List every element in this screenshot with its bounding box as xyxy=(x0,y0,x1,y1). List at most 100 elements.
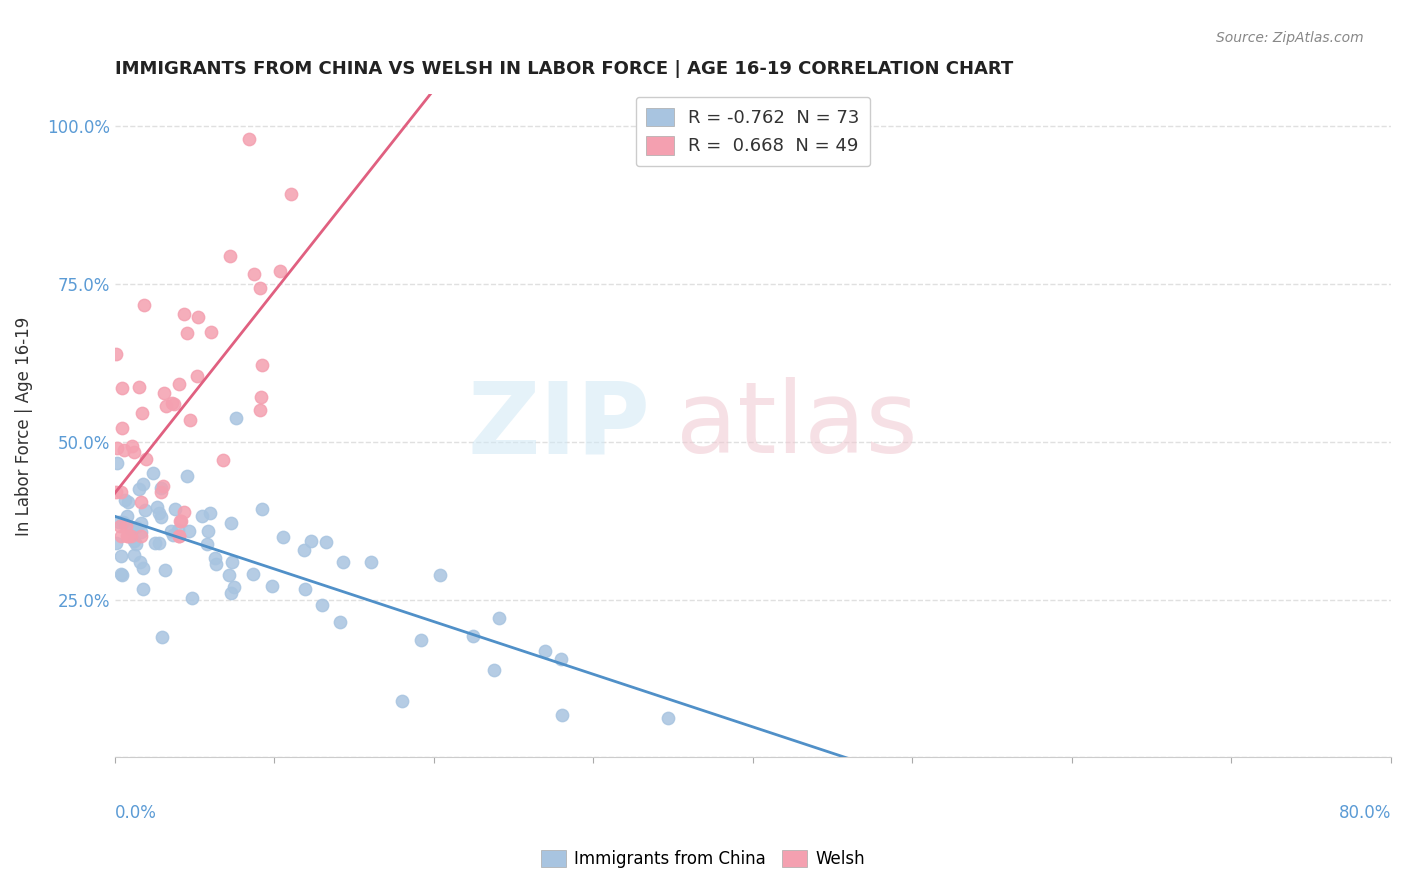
Point xyxy=(169,515,191,529)
Point xyxy=(110,549,132,564)
Text: 80.0%: 80.0% xyxy=(1339,804,1391,822)
Point xyxy=(152,386,174,401)
Point xyxy=(150,510,173,524)
Point xyxy=(160,524,183,539)
Point xyxy=(107,442,129,456)
Text: ZIP: ZIP xyxy=(468,377,651,475)
Point xyxy=(131,582,153,597)
Point xyxy=(225,410,247,425)
Point xyxy=(122,548,145,562)
Text: atlas: atlas xyxy=(676,377,918,475)
Point xyxy=(218,249,240,263)
Point xyxy=(115,529,138,543)
Point xyxy=(181,591,204,605)
Point xyxy=(170,514,193,528)
Point xyxy=(142,466,165,480)
Point xyxy=(131,494,153,508)
Point xyxy=(204,551,226,566)
Point xyxy=(110,485,132,500)
Point xyxy=(429,568,451,582)
Point xyxy=(110,421,132,435)
Point xyxy=(128,482,150,496)
Point xyxy=(294,582,316,596)
Text: Source: ZipAtlas.com: Source: ZipAtlas.com xyxy=(1216,31,1364,45)
Point xyxy=(115,508,138,523)
Point xyxy=(179,413,201,427)
Point xyxy=(219,585,242,599)
Text: 0.0%: 0.0% xyxy=(115,804,156,822)
Point xyxy=(243,267,266,281)
Point xyxy=(191,508,214,523)
Point xyxy=(110,566,132,581)
Point xyxy=(187,310,209,325)
Point xyxy=(224,581,246,595)
Point xyxy=(155,399,177,413)
Point xyxy=(249,402,271,417)
Point xyxy=(152,630,174,644)
Point xyxy=(110,529,132,543)
Point xyxy=(212,453,235,467)
Point xyxy=(129,524,152,539)
Point xyxy=(221,555,243,569)
Point xyxy=(176,469,198,483)
Point xyxy=(550,652,572,666)
Point xyxy=(250,502,273,516)
Point xyxy=(292,542,315,557)
Point xyxy=(311,599,333,613)
Point xyxy=(197,524,219,539)
Point xyxy=(488,611,510,625)
Point xyxy=(114,493,136,508)
Point xyxy=(173,307,195,321)
Point xyxy=(166,523,188,537)
Point xyxy=(105,535,128,549)
Point xyxy=(105,347,128,361)
Point xyxy=(125,537,148,551)
Point xyxy=(162,527,184,541)
Point xyxy=(163,502,186,516)
Point xyxy=(129,516,152,530)
Point xyxy=(117,495,139,509)
Point xyxy=(122,445,145,459)
Point xyxy=(129,529,152,543)
Point xyxy=(391,694,413,708)
Point xyxy=(121,439,143,453)
Point xyxy=(143,536,166,550)
Point xyxy=(173,506,195,520)
Point xyxy=(112,515,135,529)
Point xyxy=(657,711,679,725)
Point xyxy=(329,615,352,629)
Point xyxy=(148,536,170,550)
Point xyxy=(132,477,155,491)
Point xyxy=(111,381,134,395)
Point xyxy=(360,555,382,569)
Point xyxy=(120,529,142,543)
Point xyxy=(148,506,170,520)
Point xyxy=(249,281,271,295)
Point xyxy=(218,568,240,582)
Legend: Immigrants from China, Welsh: Immigrants from China, Welsh xyxy=(534,843,872,875)
Point xyxy=(198,507,221,521)
Point xyxy=(160,396,183,410)
Point xyxy=(108,516,131,530)
Point xyxy=(115,518,138,533)
Point xyxy=(110,519,132,533)
Point xyxy=(167,377,190,392)
Point xyxy=(129,555,152,569)
Point xyxy=(186,368,208,383)
Point xyxy=(271,530,294,544)
Point xyxy=(107,456,129,470)
Point xyxy=(152,479,174,493)
Point xyxy=(195,537,218,551)
Point xyxy=(200,325,222,339)
Point xyxy=(551,708,574,723)
Point xyxy=(122,534,145,549)
Y-axis label: In Labor Force | Age 16-19: In Labor Force | Age 16-19 xyxy=(15,317,32,535)
Legend: R = -0.762  N = 73, R =  0.668  N = 49: R = -0.762 N = 73, R = 0.668 N = 49 xyxy=(636,97,870,166)
Point xyxy=(249,391,271,405)
Point xyxy=(146,500,169,514)
Point xyxy=(125,520,148,534)
Point xyxy=(280,187,302,202)
Point xyxy=(117,529,139,543)
Point xyxy=(332,555,354,569)
Point xyxy=(167,529,190,543)
